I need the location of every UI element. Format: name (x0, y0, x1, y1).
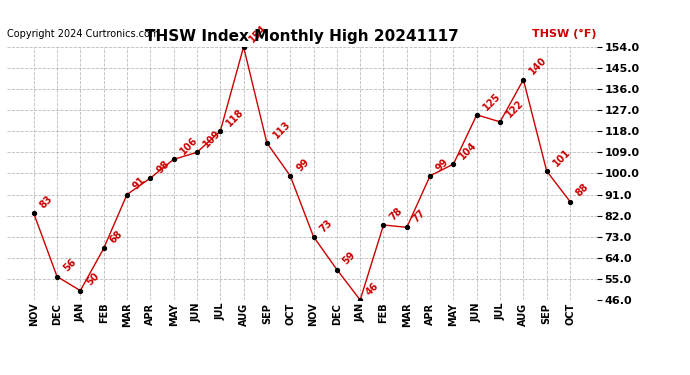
Text: 98: 98 (155, 159, 171, 176)
Point (402, 224, 413, 230)
Point (424, 173, 435, 179)
Text: 68: 68 (108, 229, 124, 246)
Text: 106: 106 (178, 135, 199, 157)
Text: 118: 118 (224, 107, 246, 129)
Text: 78: 78 (388, 206, 404, 222)
Point (378, 222, 389, 228)
Point (564, 199, 575, 205)
Point (52, 274, 63, 280)
Point (191, 149, 202, 155)
Text: 50: 50 (84, 271, 101, 288)
Text: 122: 122 (504, 98, 526, 119)
Point (495, 119, 506, 125)
Point (145, 175, 156, 181)
Text: 59: 59 (341, 250, 357, 267)
Text: 101: 101 (551, 147, 572, 168)
Text: 91: 91 (131, 175, 148, 192)
Text: 140: 140 (528, 56, 549, 77)
Point (28, 210, 39, 216)
Point (262, 140, 273, 146)
Text: 88: 88 (574, 182, 591, 199)
Point (285, 173, 296, 179)
Point (75, 288, 86, 294)
Text: Copyright 2024 Curtronics.com: Copyright 2024 Curtronics.com (7, 29, 159, 39)
Point (121, 192, 132, 198)
Text: 109: 109 (201, 128, 222, 150)
Point (215, 128, 226, 134)
Point (238, 44, 249, 50)
Point (448, 161, 459, 167)
Point (471, 112, 482, 118)
Text: 99: 99 (295, 156, 311, 173)
Point (308, 234, 319, 240)
Point (518, 77, 529, 83)
Title: THSW Index Monthly High 20241117: THSW Index Monthly High 20241117 (145, 29, 459, 44)
Text: THSW (°F): THSW (°F) (533, 29, 597, 39)
Point (355, 297, 366, 303)
Text: 46: 46 (364, 280, 381, 297)
Text: 83: 83 (38, 194, 55, 210)
Text: 125: 125 (481, 91, 502, 112)
Point (331, 267, 342, 273)
Text: 113: 113 (271, 119, 293, 140)
Point (541, 168, 552, 174)
Text: 77: 77 (411, 208, 428, 225)
Text: 154: 154 (248, 23, 269, 44)
Text: 56: 56 (61, 257, 78, 274)
Point (98, 246, 109, 252)
Text: 73: 73 (317, 217, 335, 234)
Text: 99: 99 (434, 156, 451, 173)
Point (168, 156, 179, 162)
Text: 104: 104 (457, 140, 479, 161)
